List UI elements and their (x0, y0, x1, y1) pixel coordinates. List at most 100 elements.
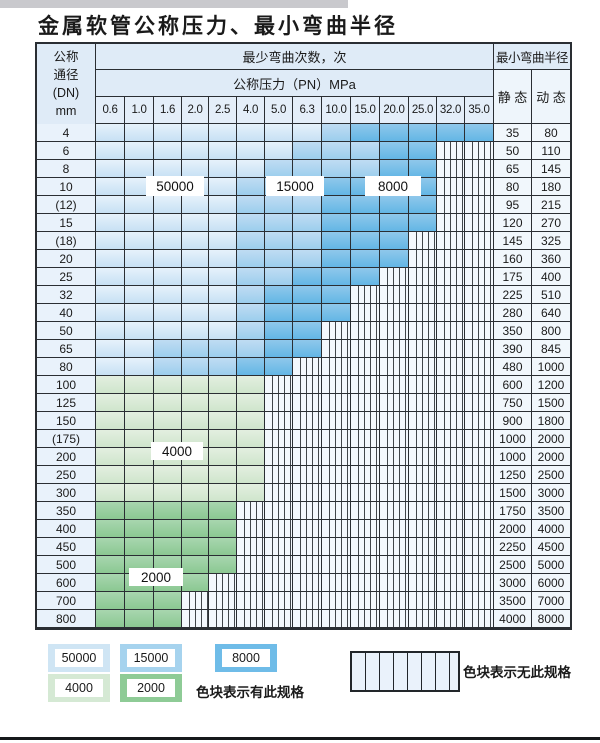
no-spec-cell (437, 340, 465, 358)
no-spec-cell (465, 394, 494, 412)
pressure-tick-15.0: 15.0 (351, 97, 380, 124)
no-spec-cell (293, 394, 322, 412)
no-spec-cell (380, 394, 409, 412)
spec-cell (125, 196, 154, 214)
static-radius-cell: 120 (494, 214, 532, 232)
no-spec-cell (265, 394, 293, 412)
legend-swatch-label: 8000 (222, 649, 270, 667)
no-spec-cell (265, 484, 293, 502)
pressure-tick-25.0: 25.0 (409, 97, 437, 124)
dn-cell: 20 (37, 250, 96, 268)
no-spec-cell (409, 538, 437, 556)
spec-cell (293, 232, 322, 250)
dynamic-radius-cell: 80 (532, 124, 570, 142)
static-radius-cell: 80 (494, 178, 532, 196)
spec-cell (125, 160, 154, 178)
spec-cell (209, 376, 237, 394)
dynamic-radius-cell: 4000 (532, 520, 570, 538)
no-spec-cell (237, 592, 265, 610)
spec-cell (182, 340, 209, 358)
no-spec-cell (322, 502, 351, 520)
static-radius-cell: 1000 (494, 430, 532, 448)
no-spec-cell (293, 466, 322, 484)
no-spec-cell (293, 430, 322, 448)
spec-cell (96, 412, 125, 430)
dn-header-line3: (DN) (52, 86, 80, 100)
spec-cell (125, 610, 154, 628)
no-spec-cell (237, 610, 265, 628)
spec-cell (209, 322, 237, 340)
no-spec-cell (351, 412, 380, 430)
spec-cell (209, 394, 237, 412)
no-spec-cell (465, 574, 494, 592)
table-row-dn-250: 250 1250 2500 (37, 466, 570, 484)
spec-cell (237, 304, 265, 322)
legend-swatch-label: 4000 (55, 679, 103, 697)
dynamic-radius-cell: 7000 (532, 592, 570, 610)
no-spec-cell (265, 538, 293, 556)
table-row-dn-700: 700 3500 7000 (37, 592, 570, 610)
no-spec-cell (437, 322, 465, 340)
no-spec-cell (351, 322, 380, 340)
spec-cell (96, 520, 125, 538)
spec-cell (380, 214, 409, 232)
table-row-dn-32: 32 225 510 (37, 286, 570, 304)
no-spec-cell (322, 340, 351, 358)
spec-cell (437, 124, 465, 142)
spec-cell (265, 142, 293, 160)
no-spec-cell (409, 232, 437, 250)
table-row-dn-80: 80 480 1000 (37, 358, 570, 376)
no-spec-cell (437, 232, 465, 250)
spec-cell (237, 376, 265, 394)
spec-cell (409, 214, 437, 232)
no-spec-cell (322, 484, 351, 502)
static-radius-cell: 1500 (494, 484, 532, 502)
no-spec-cell (351, 448, 380, 466)
spec-cell (96, 610, 125, 628)
spec-cell (96, 484, 125, 502)
spec-cell (96, 232, 125, 250)
no-spec-cell (380, 340, 409, 358)
spec-cell (265, 358, 293, 376)
no-spec-cell (380, 538, 409, 556)
no-spec-cell (265, 520, 293, 538)
no-spec-cell (351, 466, 380, 484)
no-spec-cell (380, 610, 409, 628)
table-row-dn-100: 100 600 1200 (37, 376, 570, 394)
no-spec-cell (322, 376, 351, 394)
no-spec-cell (465, 340, 494, 358)
spec-cell (154, 304, 182, 322)
static-radius-cell: 350 (494, 322, 532, 340)
dn-cell: 700 (37, 592, 96, 610)
spec-cell (154, 232, 182, 250)
dynamic-radius-cell: 1800 (532, 412, 570, 430)
spec-cell (322, 142, 351, 160)
spec-cell (293, 286, 322, 304)
spec-cell (237, 268, 265, 286)
no-spec-cell (322, 610, 351, 628)
dn-cell: 500 (37, 556, 96, 574)
no-spec-cell (465, 412, 494, 430)
static-radius-cell: 1250 (494, 466, 532, 484)
no-spec-cell (465, 502, 494, 520)
no-spec-cell (322, 448, 351, 466)
spec-cell (209, 358, 237, 376)
page-title: 金属软管公称压力、最小弯曲半径 (38, 13, 398, 38)
no-spec-cell (437, 502, 465, 520)
no-spec-cell (380, 556, 409, 574)
spec-cell (209, 160, 237, 178)
spec-cell (293, 304, 322, 322)
pressure-tick-0.6: 0.6 (96, 97, 125, 124)
spec-cell (265, 322, 293, 340)
bend-count-header: 最少弯曲次数，次 (96, 44, 494, 70)
no-spec-cell (351, 520, 380, 538)
no-spec-cell (351, 484, 380, 502)
no-spec-cell (437, 394, 465, 412)
spec-cell (182, 124, 209, 142)
no-spec-cell (465, 430, 494, 448)
spec-cell (351, 214, 380, 232)
spec-cell (182, 142, 209, 160)
pressure-tick-1.6: 1.6 (154, 97, 182, 124)
spec-cell (125, 142, 154, 160)
spec-cell (237, 412, 265, 430)
